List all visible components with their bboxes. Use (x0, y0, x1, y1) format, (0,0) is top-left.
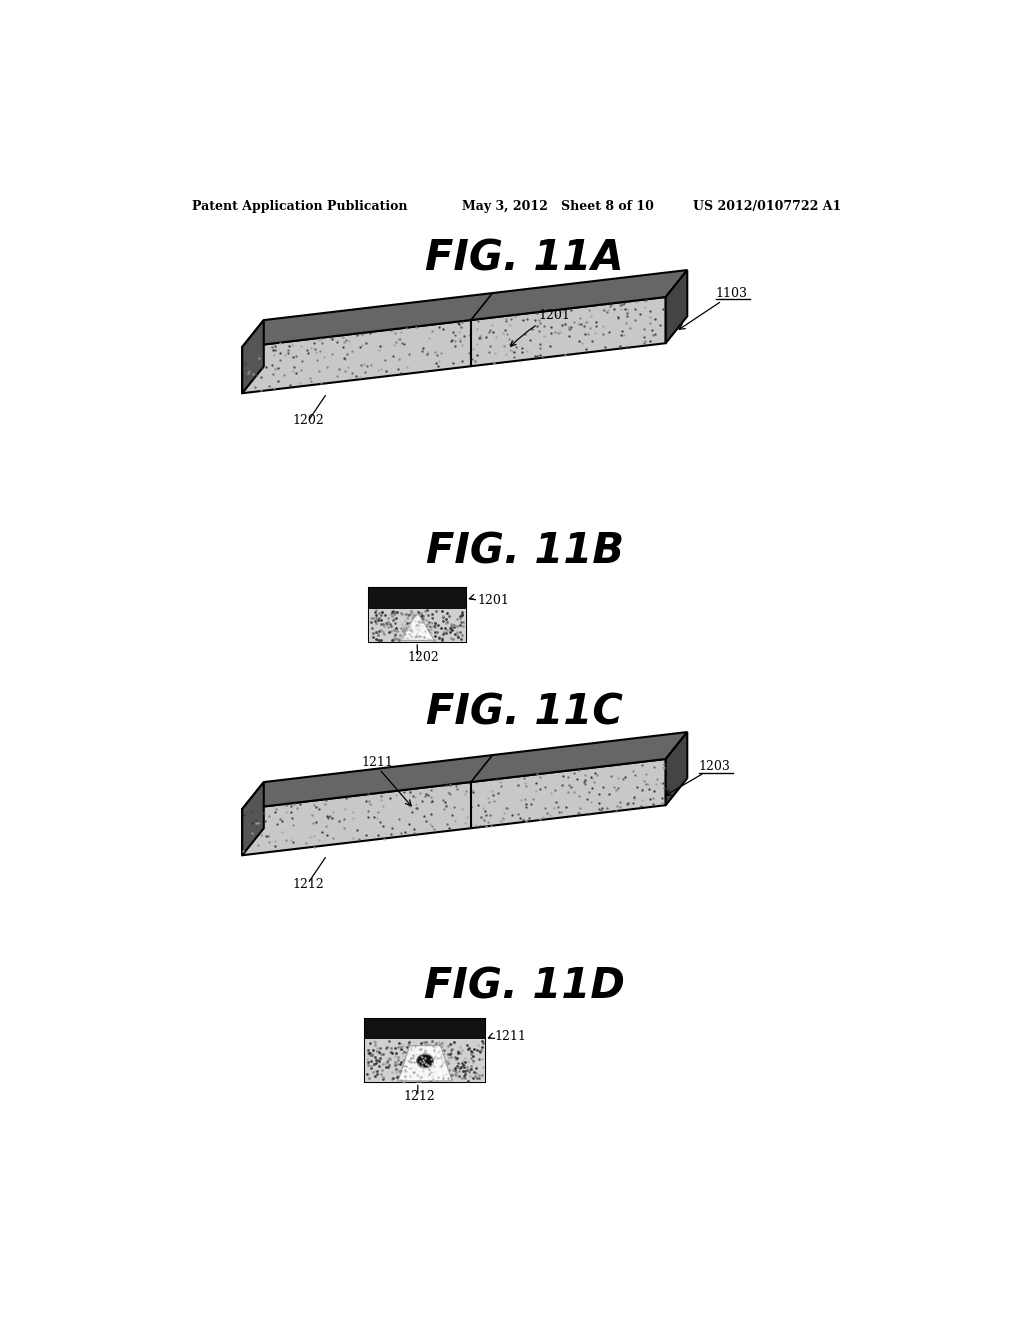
Text: 1211: 1211 (361, 756, 393, 770)
Polygon shape (243, 321, 264, 393)
Text: FIG. 11C: FIG. 11C (426, 692, 624, 734)
Text: May 3, 2012   Sheet 8 of 10: May 3, 2012 Sheet 8 of 10 (462, 201, 653, 214)
Polygon shape (243, 271, 687, 347)
Polygon shape (243, 759, 666, 855)
Polygon shape (666, 271, 687, 343)
Text: 1201: 1201 (477, 594, 509, 607)
Polygon shape (243, 297, 666, 393)
Text: Patent Application Publication: Patent Application Publication (193, 201, 408, 214)
Polygon shape (398, 1045, 452, 1081)
Polygon shape (243, 733, 687, 809)
Ellipse shape (417, 1053, 433, 1068)
Polygon shape (400, 615, 434, 640)
Text: 1212: 1212 (292, 878, 324, 891)
Text: 1202: 1202 (408, 651, 439, 664)
Polygon shape (370, 609, 466, 642)
Polygon shape (366, 1039, 484, 1082)
Text: 1212: 1212 (403, 1090, 435, 1102)
Text: 1103: 1103 (716, 286, 748, 300)
Text: FIG. 11D: FIG. 11D (424, 965, 626, 1007)
Text: US 2012/0107722 A1: US 2012/0107722 A1 (692, 201, 841, 214)
Text: 1203: 1203 (698, 760, 731, 774)
Text: 1211: 1211 (494, 1030, 526, 1043)
Text: FIG. 11A: FIG. 11A (426, 238, 624, 280)
Text: FIG. 11B: FIG. 11B (426, 531, 624, 572)
Polygon shape (243, 781, 264, 855)
Polygon shape (366, 1019, 484, 1082)
Polygon shape (666, 733, 687, 805)
Text: 1202: 1202 (292, 413, 324, 426)
Polygon shape (370, 589, 466, 642)
Polygon shape (370, 589, 466, 609)
Polygon shape (366, 1019, 484, 1039)
Text: 1201: 1201 (511, 309, 570, 346)
